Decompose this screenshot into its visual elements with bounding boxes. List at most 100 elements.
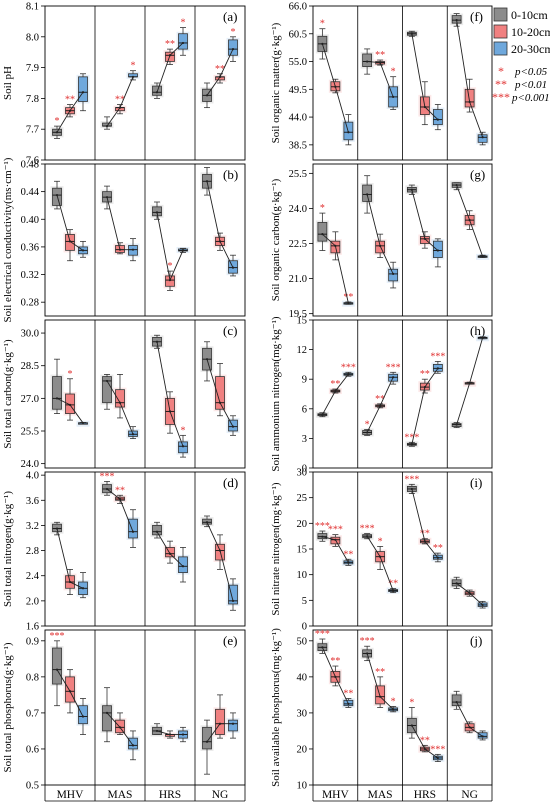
panel-f-ytick-label: 38.5 [289,140,307,151]
mean-dot [231,599,235,602]
mean-dot [468,219,471,222]
box-NG-10-20cm [215,376,225,410]
sig-stars: *** [100,471,115,482]
panel-e-ytick-label: 0.5 [26,781,39,792]
panel-e-ylabel: Soil total phosphorus(g·kg⁻¹) [2,642,14,772]
panel-f-ylabel: Soil organic matter(g·kg⁻¹) [270,22,282,143]
mean-dot [347,131,350,134]
mean-dot [131,248,135,251]
mean-dot [105,196,109,199]
mean-dot [392,376,395,379]
mean-dot [81,715,85,718]
legend-label-20-30cm: 20-30cm [511,42,550,56]
mean-dot [81,421,85,425]
mean-dot [436,367,439,370]
box-MAS-10-20cm [115,389,125,408]
mean-dot [105,487,109,491]
mean-dot [118,401,122,404]
mean-dot [131,75,135,78]
panel-a-ylabel: Soil pH [2,66,14,100]
sig-stars: * [365,420,370,431]
panel-e-ytick-label: 0.6 [26,744,39,755]
mean-dot [168,278,172,282]
xtick-label-HRS: HRS [159,789,181,801]
mean-dot [347,373,350,376]
mean-dot [218,722,222,725]
xtick-label-MHV: MHV [57,789,85,801]
panel-d-ytick-label: 2.0 [26,596,39,607]
box-MHV-10-20cm [65,676,75,703]
mean-dot [231,722,235,725]
panel-c-label: (c) [223,323,237,338]
sig-stars: * [320,203,325,214]
sig-stars: ** [65,95,75,106]
mean-dot [68,580,72,584]
mean-dot [205,740,209,743]
panel-d-ylabel: Soil total nitrogen(g·kg⁻¹) [2,491,14,607]
mean-dot [155,729,159,733]
mean-dot [181,733,185,736]
box-NG-10-20cm [215,708,225,735]
mean-dot [436,756,439,760]
panel-c-ytick-label: 25.5 [21,427,39,438]
mean-dot [131,530,135,533]
box-HRS-20-30cm [178,556,188,573]
legend-sig-stars-2: ** [495,77,507,91]
panel-h: 0 3 6 9 12 15 (h) Soil ammonium nitrogen(mg·kg⁻… [270,316,493,475]
mean-dot [55,397,59,400]
mean-dot [205,521,209,524]
trend-line [456,20,484,138]
mean-dot [423,237,426,240]
panel-j-ytick-label: 40 [297,672,308,683]
box-MHV-0-10cm [317,222,328,242]
legend-label-10-20cm: 10-20cm [511,25,550,39]
legend-sig-text-3: p<0.001 [511,92,550,104]
panel-i: 0 5 10 15 20 25 30 (i) Soil nitrate nitrogen(mg·… [270,468,493,633]
mean-dot [68,690,72,693]
panel-h-ytick-label: 3 [302,434,307,445]
panel-d-ytick-label: 3.6 [26,496,39,507]
panel-f: 38.5 44.0 49.5 55.0 60.5 66.0 (f) Soil organic … [270,2,493,161]
panel-j: 10 20 30 40 50 (j) Soil available phosphorus(m… [270,628,493,802]
mean-dot [118,106,122,109]
panel-i-ytick-label: 15 [297,545,308,556]
mean-dot [181,445,185,448]
mean-dot [155,340,159,343]
box-HRS-20-30cm [178,33,188,50]
mean-dot [455,582,458,585]
sig-stars: *** [430,351,445,362]
mean-dot [455,183,458,187]
panel-d-ytick-label: 3.2 [26,521,39,532]
sig-stars: ** [420,735,430,746]
mean-dot [218,75,222,78]
panel-i-ytick-label: 25 [297,493,308,504]
mean-dot [168,733,172,736]
sig-stars: *** [315,521,330,532]
mean-dot [468,592,471,595]
mean-dot [231,266,235,269]
mean-dot [105,711,109,715]
panel-a-ytick-label: 7.8 [26,94,39,105]
sig-stars: ** [343,292,353,303]
panel-d-ytick-label: 4.0 [26,471,39,482]
xtick-label-NG: NG [212,789,229,801]
mean-dot [366,193,369,196]
panel-e-label: (e) [223,633,237,648]
panel-d-ytick-label: 1.6 [26,622,39,633]
mean-dot [81,249,85,252]
panel-h-ylabel: Soil ammonium nitrogen(mg·kg⁻¹) [270,316,282,471]
panel-i-ytick-label: 10 [297,570,308,581]
panel-h-ytick-label: 15 [297,316,308,327]
panel-c-ylabel: Soil total carbon(g·kg⁻¹) [2,339,14,449]
mean-dot [468,100,471,104]
legend-sig-stars-1: * [498,64,504,78]
mean-dot [218,549,222,552]
panel-g-ytick-label: 21.0 [289,274,307,285]
panel-e-ytick-label: 0.9 [26,636,39,647]
panel-i-ytick-label: 20 [297,519,308,530]
panel-h-ytick-label: 0 [302,464,307,475]
legend-label-0-10cm: 0-10cm [511,8,548,22]
mean-dot [468,382,471,385]
box-MAS-0-10cm [102,705,112,732]
